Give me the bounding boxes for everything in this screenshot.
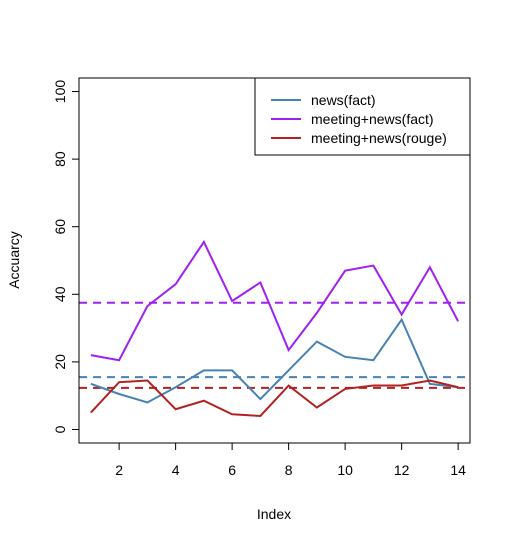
legend-label: meeting+news(fact) — [311, 111, 434, 127]
y-tick-label: 60 — [52, 219, 68, 235]
y-tick-label: 20 — [52, 354, 68, 370]
y-axis: 0 20 40 60 80 100 — [52, 80, 80, 433]
x-tick-label: 14 — [450, 462, 466, 478]
reference-lines — [79, 301, 470, 389]
y-tick-label: 0 — [52, 425, 68, 433]
x-tick-label: 8 — [285, 462, 293, 478]
series-line — [90, 317, 459, 404]
x-tick-label: 10 — [337, 462, 353, 478]
x-tick-label: 4 — [172, 462, 180, 478]
y-axis-title: Accuarcy — [6, 231, 22, 289]
legend-box — [254, 77, 471, 156]
y-tick-label: 80 — [52, 151, 68, 167]
legend-label: meeting+news(rouge) — [311, 130, 447, 146]
x-axis-title: Index — [257, 506, 291, 522]
y-tick-label: 40 — [52, 286, 68, 302]
series-line — [90, 239, 460, 362]
x-tick-label: 2 — [115, 462, 123, 478]
legend-label: news(fact) — [311, 92, 376, 108]
y-tick-label: 100 — [52, 80, 68, 104]
legend: news(fact) meeting+news(fact) meeting+news… — [254, 77, 471, 156]
series-line — [90, 379, 459, 417]
series-lines — [90, 239, 460, 417]
x-tick-label: 6 — [228, 462, 236, 478]
x-axis: 2 4 6 8 10 12 14 — [115, 442, 466, 478]
x-tick-label: 12 — [394, 462, 410, 478]
